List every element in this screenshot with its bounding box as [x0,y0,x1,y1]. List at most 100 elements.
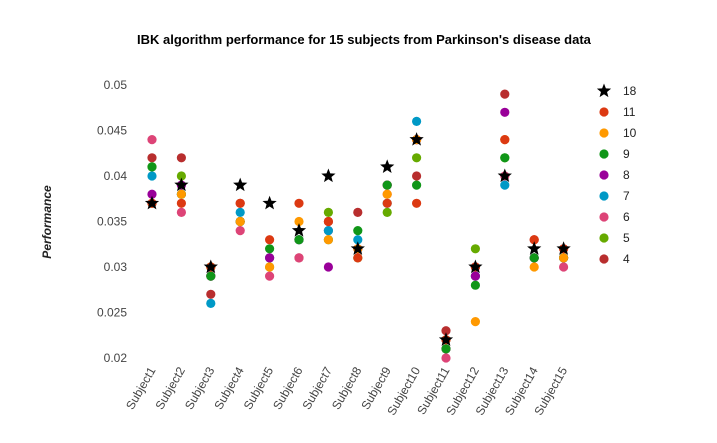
legend-label-4: 4 [623,252,630,266]
legend: 18 11 10 9 8 7 6 5 4 [596,83,637,266]
data-point-series-18 [321,168,336,183]
data-point-series-7 [323,226,333,236]
data-point-series-11 [500,135,510,145]
y-tick-label: 0.05 [104,78,128,92]
data-point-series-4 [353,207,363,217]
data-point-series-7 [206,298,216,308]
data-point-series-11 [294,198,304,208]
data-point-series-8 [500,107,510,117]
y-tick-label: 0.025 [97,306,127,320]
legend-marker-18 [596,83,612,98]
data-point-series-11 [412,198,422,208]
data-point-series-9 [353,226,363,236]
data-point-series-9 [470,280,480,290]
legend-label-9: 9 [623,147,630,161]
data-point-series-7 [353,235,363,245]
data-point-series-8 [265,253,275,263]
data-point-series-10 [470,317,480,327]
legend-label-18: 18 [623,84,637,98]
legend-marker-8 [599,170,609,180]
data-point-series-11 [265,235,275,245]
data-point-series-11 [235,198,245,208]
data-point-series-11 [176,198,186,208]
data-point-series-9 [529,253,539,263]
x-axis-ticks: Subject1Subject2Subject3Subject4Subject5… [123,364,570,418]
data-point-series-6 [265,271,275,281]
data-point-series-18 [291,223,307,237]
data-point-series-10 [382,189,392,199]
data-point-series-4 [412,171,422,181]
legend-marker-7 [599,191,609,201]
data-point-series-6 [176,207,186,217]
y-tick-label: 0.02 [104,351,128,365]
data-point-series-10 [323,235,333,245]
data-point-series-9 [500,153,510,163]
data-point-series-10 [529,262,539,272]
data-point-series-11 [353,253,363,263]
data-point-series-9 [265,244,275,254]
data-point-series-18 [203,259,218,274]
data-point-series-11 [529,235,539,245]
data-point-series-7 [412,116,422,126]
data-point-series-10 [176,189,186,199]
data-points [144,89,571,363]
y-tick-label: 0.045 [97,124,127,138]
data-point-series-9 [382,180,392,190]
legend-label-10: 10 [623,126,637,140]
chart-title: IBK algorithm performance for 15 subject… [137,32,591,47]
data-point-series-18 [380,159,395,173]
data-point-series-11 [382,198,392,208]
legend-label-8: 8 [623,168,630,182]
data-point-series-18 [556,241,571,255]
data-point-series-7 [235,207,245,217]
data-point-series-5 [470,244,480,254]
data-point-series-9 [206,271,216,281]
data-point-series-11 [323,216,333,227]
data-point-series-10 [294,216,304,227]
legend-marker-9 [599,149,609,159]
data-point-series-7 [147,171,157,181]
data-point-series-7 [500,180,510,190]
data-point-series-18 [468,259,483,274]
data-point-series-18 [527,241,542,255]
legend-label-6: 6 [623,210,630,224]
data-point-series-18 [409,132,424,146]
legend-marker-10 [599,128,609,138]
y-tick-label: 0.04 [104,169,128,183]
legend-label-5: 5 [623,231,630,245]
data-point-series-9 [412,180,422,190]
legend-marker-11 [599,107,609,117]
data-point-series-8 [323,262,333,272]
data-point-series-10 [235,216,245,227]
data-point-series-6 [147,135,157,145]
data-point-series-18 [497,168,512,183]
legend-marker-5 [599,233,609,243]
data-point-series-6 [559,262,569,272]
y-tick-label: 0.035 [97,215,127,229]
y-tick-label: 0.03 [104,260,128,274]
data-point-series-18 [262,195,277,210]
data-point-series-9 [294,235,304,245]
data-point-series-5 [412,153,422,163]
data-point-series-4 [147,153,157,163]
data-point-series-9 [147,162,157,172]
data-point-series-10 [559,253,569,263]
data-point-series-18 [350,241,365,255]
legend-label-7: 7 [623,189,630,203]
data-point-series-4 [500,89,510,99]
data-point-series-8 [147,189,157,199]
data-point-series-5 [323,207,333,217]
legend-marker-6 [599,212,609,222]
data-point-series-6 [441,353,451,363]
data-point-series-8 [470,271,480,281]
data-point-series-5 [176,171,186,181]
y-axis-ticks: 0.02 0.025 0.03 0.035 0.04 0.045 0.05 [97,78,127,365]
data-point-series-4 [206,289,216,299]
data-point-series-18 [233,177,248,192]
data-point-series-4 [176,153,186,163]
data-point-series-6 [294,253,304,263]
data-point-series-18 [174,177,189,192]
legend-label-11: 11 [623,105,636,119]
data-point-series-4 [441,326,451,336]
